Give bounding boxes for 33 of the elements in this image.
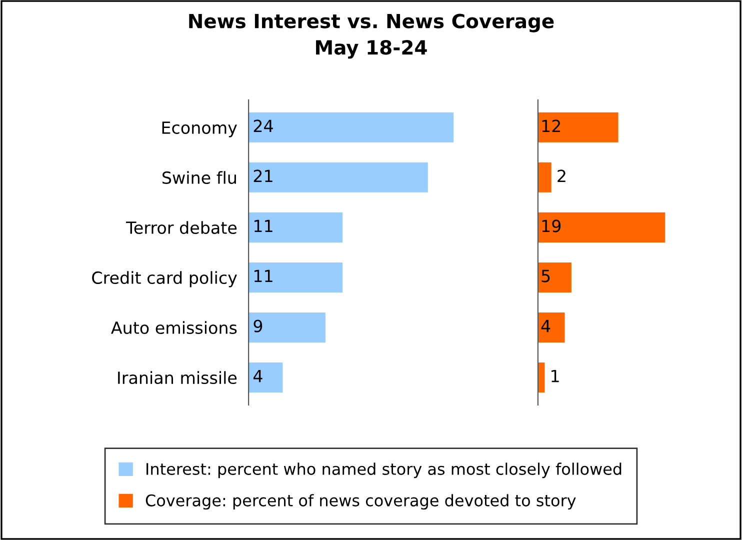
bar [538,362,545,392]
data-label: 9 [254,320,262,332]
data-label: 19 [542,220,561,232]
y-tick-label: Terror debate [126,221,237,234]
y-tick-label: Auto emissions [111,321,237,334]
data-label: 11 [254,270,272,282]
bar [248,162,428,192]
data-label: 12 [542,120,560,132]
y-tick-label: Credit card policy [92,271,237,288]
data-label: 1 [552,370,559,382]
bar [538,312,565,342]
data-label: 24 [254,120,273,132]
bar [538,112,618,142]
bar [248,262,342,292]
bar [248,312,326,342]
data-label: 4 [541,320,550,332]
legend-label: Interest: percent who named story as most closely followed [146,462,622,478]
chart-title: News Interest vs. News Coverage May 18-24 [189,14,554,59]
y-tick-label: Iranian missile [118,371,237,384]
data-label: 11 [254,220,272,232]
bar [248,112,454,142]
y-tick-label: Swine flu [162,171,236,184]
data-label: 2 [558,170,566,182]
y-tick-label: Economy [162,122,237,138]
bar [538,262,572,292]
data-label: 4 [253,370,262,382]
bar [538,212,666,242]
legend-label: Coverage: percent of news coverage devoted to story [146,494,576,510]
bar [538,162,552,192]
data-label: 5 [542,270,550,282]
data-label: 21 [254,170,272,182]
bar [248,212,342,242]
bar [248,362,283,392]
